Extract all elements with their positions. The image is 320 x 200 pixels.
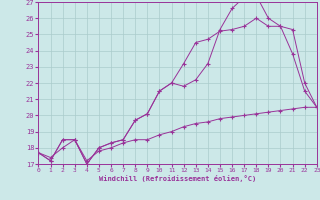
X-axis label: Windchill (Refroidissement éolien,°C): Windchill (Refroidissement éolien,°C) [99,175,256,182]
